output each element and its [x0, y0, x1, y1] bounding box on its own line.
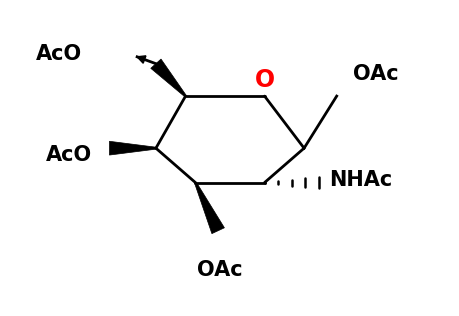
Text: AcO: AcO	[45, 145, 92, 165]
Polygon shape	[137, 56, 146, 63]
Text: OAc: OAc	[197, 260, 243, 280]
Text: NHAc: NHAc	[329, 170, 392, 190]
Text: AcO: AcO	[36, 44, 82, 64]
Text: O: O	[254, 68, 274, 92]
Text: OAc: OAc	[353, 64, 399, 83]
Polygon shape	[195, 182, 224, 234]
Polygon shape	[151, 59, 186, 97]
Polygon shape	[109, 141, 156, 155]
